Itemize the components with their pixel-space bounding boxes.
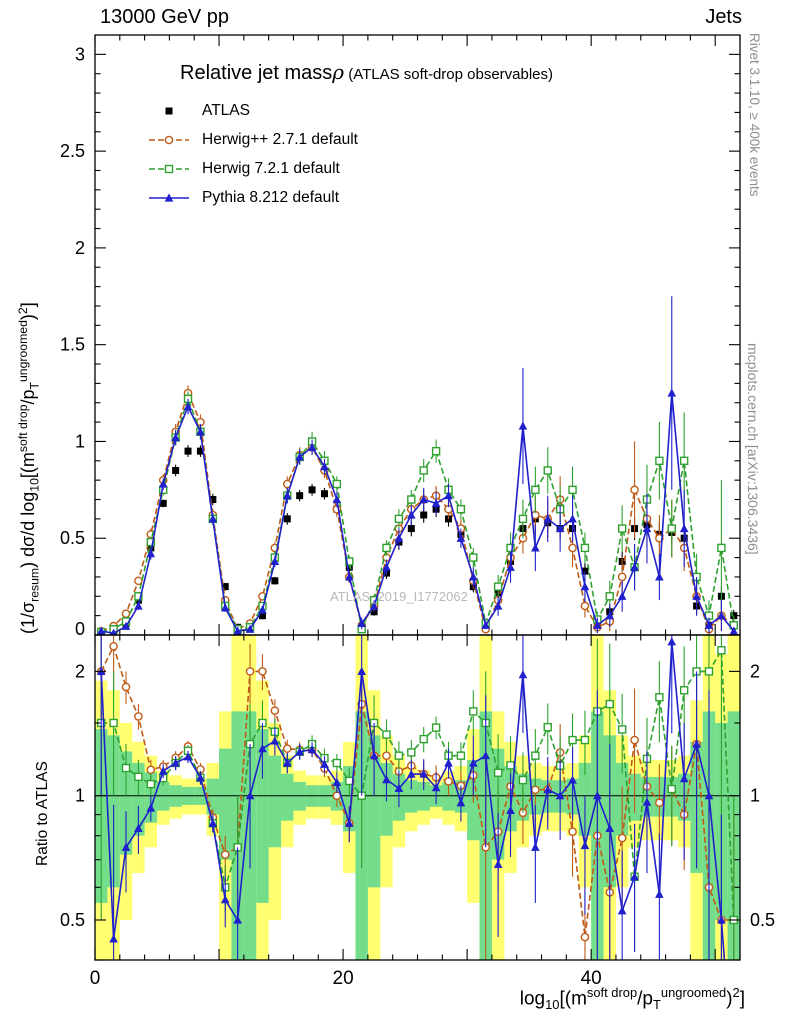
- svg-text:2: 2: [75, 238, 85, 258]
- herwigpp-marker-icon: [146, 131, 192, 149]
- legend-label-atlas: ATLAS: [202, 101, 250, 119]
- svg-text:0.5: 0.5: [60, 528, 85, 548]
- beam-energy-label: 13000 GeV pp: [100, 6, 229, 28]
- legend-label-pythia: Pythia 8.212 default: [202, 188, 340, 206]
- mcplots-arxiv-label: mcplots.cern.ch [arXiv:1306.3436]: [745, 343, 761, 555]
- svg-text:1: 1: [75, 786, 85, 806]
- watermark: ATLAS_2019_I1772062: [330, 589, 468, 604]
- svg-text:3: 3: [75, 44, 85, 64]
- pythia-marker-icon: [146, 189, 192, 207]
- svg-text:20: 20: [333, 968, 354, 989]
- svg-text:0.5: 0.5: [750, 910, 775, 930]
- plot-title-main: Relative jet mass: [180, 62, 333, 84]
- main-y-axis-title: (1/σresum) dσ/d log10[(msoft drop/pTungr…: [16, 302, 42, 634]
- process-label: Jets: [705, 6, 742, 28]
- legend-label-herwig7: Herwig 7.2.1 default: [202, 159, 340, 177]
- legend-item-herwig7: Herwig 7.2.1 default: [146, 154, 358, 183]
- legend-label-herwigpp: Herwig++ 2.7.1 default: [202, 130, 358, 148]
- legend-item-atlas: ATLAS: [146, 96, 358, 125]
- plot-title: Relative jet massρ (ATLAS soft-drop obse…: [180, 60, 553, 85]
- svg-text:0: 0: [90, 968, 101, 989]
- svg-text:40: 40: [581, 968, 602, 989]
- ratio-y-axis-title: Ratio to ATLAS: [34, 761, 51, 866]
- legend-item-herwigpp: Herwig++ 2.7.1 default: [146, 125, 358, 154]
- rivet-version-label: Rivet 3.1.10, ≥ 400k events: [747, 33, 762, 197]
- svg-text:1.5: 1.5: [60, 335, 85, 355]
- svg-text:2: 2: [750, 661, 760, 681]
- rho-symbol: ρ: [332, 60, 345, 84]
- svg-text:0: 0: [75, 619, 85, 639]
- svg-text:2.5: 2.5: [60, 141, 85, 161]
- svg-text:1: 1: [750, 786, 760, 806]
- svg-text:2: 2: [75, 661, 85, 681]
- x-axis-title: log10[(msoft drop/pTungroomed)2]: [519, 985, 745, 1013]
- atlas-marker-icon: [146, 102, 192, 120]
- legend: ATLAS Herwig++ 2.7.1 default Herwig 7.2.…: [146, 96, 358, 212]
- plot-title-sub: (ATLAS soft-drop observables): [344, 66, 554, 83]
- svg-text:1: 1: [75, 431, 85, 451]
- legend-item-pythia: Pythia 8.212 default: [146, 183, 358, 212]
- svg-text:0.5: 0.5: [60, 910, 85, 930]
- herwig7-marker-icon: [146, 160, 192, 178]
